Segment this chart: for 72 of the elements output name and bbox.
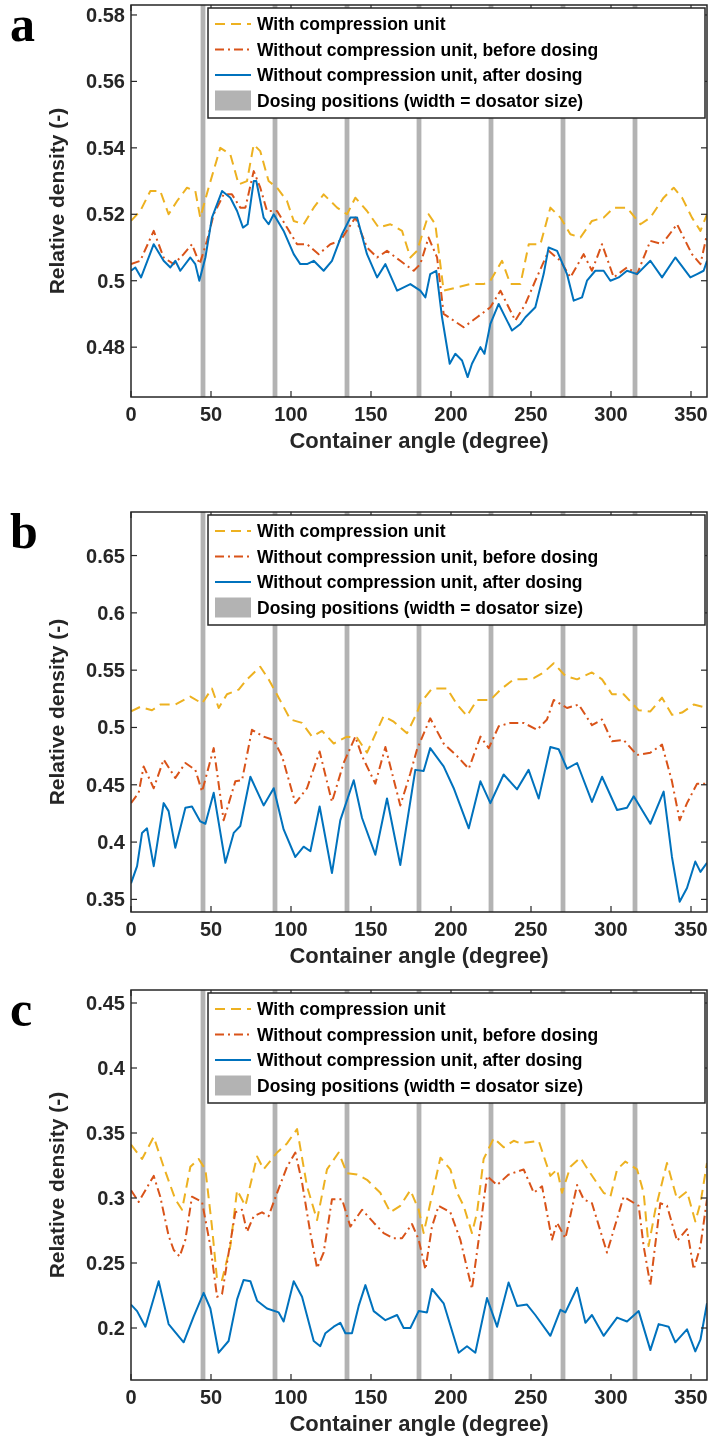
x-tick-label: 350 xyxy=(674,403,708,425)
legend-label: Without compression unit, after dosing xyxy=(257,1050,583,1070)
chart-title: c xyxy=(10,981,33,1037)
x-tick-label: 50 xyxy=(199,403,223,425)
legend-label: Without compression unit, before dosing xyxy=(257,39,599,60)
x-tick-label: 0 xyxy=(125,918,137,940)
x-axis-title: Container angle (degree) xyxy=(289,428,549,453)
band-label: Dosing positions (width = dosator size) xyxy=(257,1075,584,1096)
x-tick-label: 200 xyxy=(434,918,468,940)
x-tick-label: 150 xyxy=(354,918,388,940)
y-tick-label: 0.45 xyxy=(86,773,125,796)
legend-label: With compression unit xyxy=(257,999,446,1019)
y-tick-label: 0.5 xyxy=(97,269,125,292)
y-tick-label: 0.65 xyxy=(86,544,125,567)
y-tick-label: 0.3 xyxy=(97,1187,125,1209)
y-tick-label: 0.54 xyxy=(86,136,126,159)
x-tick-label: 100 xyxy=(274,1386,308,1408)
y-tick-label: 0.35 xyxy=(86,888,125,911)
chart-title: a xyxy=(10,0,35,52)
line-series xyxy=(131,1151,707,1298)
x-tick-label: 0 xyxy=(125,403,137,425)
x-tick-label: 100 xyxy=(274,403,308,425)
x-tick-label: 250 xyxy=(514,403,548,425)
x-tick-label: 150 xyxy=(354,403,388,425)
legend-label: With compression unit xyxy=(257,521,446,541)
band-label: Dosing positions (width = dosator size) xyxy=(257,597,584,618)
x-tick-label: 300 xyxy=(594,1386,628,1408)
y-tick-label: 0.35 xyxy=(86,1122,125,1144)
x-tick-label: 350 xyxy=(674,1386,708,1408)
y-tick-label: 0.6 xyxy=(97,601,125,624)
line-series xyxy=(131,170,707,329)
x-tick-label: 50 xyxy=(199,1386,223,1408)
legend-label: With compression unit xyxy=(257,14,446,34)
y-tick-label: 0.25 xyxy=(86,1252,125,1274)
y-tick-label: 0.4 xyxy=(97,1057,126,1079)
x-tick-label: 350 xyxy=(674,918,708,940)
y-tick-label: 0.56 xyxy=(86,70,125,93)
x-tick-label: 300 xyxy=(594,918,628,940)
x-tick-label: 250 xyxy=(514,1386,548,1408)
chart-title: b xyxy=(10,503,38,559)
y-tick-label: 0.48 xyxy=(86,336,125,359)
x-tick-label: 200 xyxy=(434,403,468,425)
legend-label: Without compression unit, before dosing xyxy=(257,1024,599,1045)
line-series xyxy=(131,745,707,903)
y-axis-title: Relative density (-) xyxy=(45,1091,68,1279)
x-tick-label: 300 xyxy=(594,403,628,425)
line-series xyxy=(131,1278,707,1354)
y-tick-label: 0.52 xyxy=(86,203,125,226)
x-tick-label: 50 xyxy=(199,918,223,940)
y-tick-label: 0.5 xyxy=(97,716,125,739)
line-series xyxy=(131,143,707,292)
x-tick-label: 0 xyxy=(125,1386,137,1408)
y-tick-label: 0.4 xyxy=(97,831,126,854)
y-axis-title: Relative density (-) xyxy=(45,618,68,806)
y-tick-label: 0.58 xyxy=(86,3,125,26)
line-series xyxy=(131,180,707,379)
x-axis-title: Container angle (degree) xyxy=(289,1411,549,1436)
legend-label: Without compression unit, before dosing xyxy=(257,546,599,567)
legend-label: Without compression unit, after dosing xyxy=(257,572,583,592)
x-axis-title: Container angle (degree) xyxy=(289,943,549,968)
y-axis-title: Relative density (-) xyxy=(45,107,68,295)
y-tick-label: 0.2 xyxy=(97,1317,125,1339)
x-tick-label: 250 xyxy=(514,918,548,940)
y-tick-label: 0.55 xyxy=(86,659,125,682)
x-tick-label: 100 xyxy=(274,918,308,940)
legend-label: Without compression unit, after dosing xyxy=(257,65,583,85)
y-tick-label: 0.45 xyxy=(86,992,125,1014)
line-series xyxy=(131,698,707,822)
band-label: Dosing positions (width = dosator size) xyxy=(257,90,584,111)
x-tick-label: 150 xyxy=(354,1386,388,1408)
x-tick-label: 200 xyxy=(434,1386,468,1408)
line-series xyxy=(131,1128,707,1281)
